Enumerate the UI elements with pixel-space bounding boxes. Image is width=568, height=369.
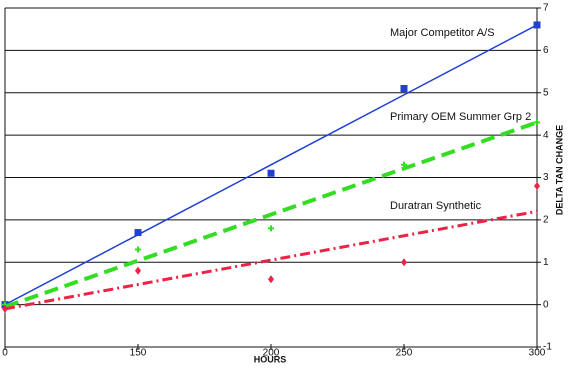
y-tick-label: 5 bbox=[543, 87, 549, 98]
data-point bbox=[135, 246, 141, 253]
x-tick-label: 250 bbox=[396, 348, 413, 359]
data-point bbox=[533, 21, 541, 29]
data-point bbox=[401, 161, 407, 168]
data-point bbox=[267, 169, 275, 177]
y-tick-label: -1 bbox=[543, 342, 552, 353]
data-point bbox=[2, 304, 8, 313]
trendline bbox=[4, 120, 538, 309]
data-point bbox=[268, 275, 274, 284]
series-label: Duratran Synthetic bbox=[390, 200, 482, 212]
data-point bbox=[534, 181, 540, 190]
y-tick-label: 3 bbox=[543, 172, 549, 183]
data-point bbox=[534, 119, 540, 126]
series-label: Major Competitor A/S bbox=[390, 27, 495, 39]
data-point bbox=[401, 258, 407, 267]
x-tick-label: 0 bbox=[2, 348, 8, 359]
y-tick-label: 2 bbox=[543, 215, 549, 226]
y-tick-label: 4 bbox=[543, 130, 549, 141]
x-tick-label: 200 bbox=[263, 348, 280, 359]
trendline bbox=[4, 24, 538, 306]
series-label: Primary OEM Summer Grp 2 bbox=[390, 111, 531, 123]
x-axis-label: HOURS bbox=[254, 354, 287, 364]
data-point bbox=[134, 229, 142, 237]
data-point bbox=[135, 266, 141, 275]
x-tick-label: 150 bbox=[130, 348, 147, 359]
x-tick-label: 300 bbox=[529, 348, 546, 359]
data-point bbox=[268, 225, 274, 232]
data-point bbox=[400, 85, 408, 93]
y-axis-label: DELTA TAN CHANGE bbox=[554, 125, 564, 215]
y-tick-label: 1 bbox=[543, 257, 549, 268]
y-tick-label: 0 bbox=[543, 299, 549, 310]
y-tick-label: 7 bbox=[543, 3, 549, 14]
y-tick-label: 6 bbox=[543, 45, 549, 56]
